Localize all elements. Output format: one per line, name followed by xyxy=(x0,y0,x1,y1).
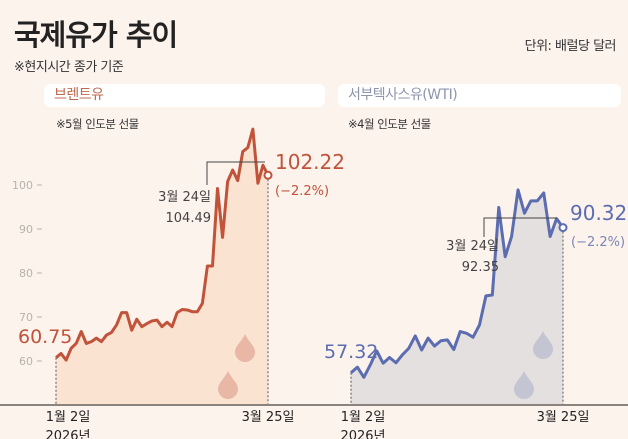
oil-drop-icon xyxy=(235,334,255,362)
brent-subtitle: ※5월 인도분 선물 xyxy=(56,117,139,131)
unit-label: 단위: 배럴당 달러 xyxy=(524,39,617,54)
brent-annotation-value: 104.49 xyxy=(166,211,212,226)
wti-end-change: (−2.2%) xyxy=(571,235,625,250)
y-tick-label: 80 xyxy=(19,267,33,280)
wti-subtitle: ※4월 인도분 선물 xyxy=(348,117,431,131)
brent-end-marker xyxy=(263,170,273,180)
brent-start-value: 60.75 xyxy=(18,326,72,348)
wti-area-fill xyxy=(351,189,563,405)
wti-price-line xyxy=(350,188,565,379)
brent-annotation-leader xyxy=(206,161,265,185)
brent-end-change: (−2.2%) xyxy=(275,184,329,199)
y-tick-label: 70 xyxy=(19,311,33,324)
y-tick-label: 60 xyxy=(19,355,33,368)
brent-annotation-date: 3월 24일 xyxy=(158,190,211,205)
wti-end-value: 90.32 xyxy=(570,201,627,225)
wti-x-start-label: 1월 2일 xyxy=(341,410,386,425)
wti-annotation-date: 3월 24일 xyxy=(446,239,499,254)
oil-drop-icon xyxy=(514,371,534,399)
page-title: 국제유가 추이 xyxy=(14,18,178,52)
y-tick-label: 100 xyxy=(12,179,33,192)
oil-drop-icon xyxy=(533,331,553,359)
brent-x-end-label: 3월 25일 xyxy=(242,410,295,425)
brent-end-value: 102.22 xyxy=(275,150,345,174)
oil-drop-icon xyxy=(218,371,238,399)
brent-area-fill xyxy=(56,129,268,405)
wti-chart-title: 서부텍사스유(WTI) xyxy=(338,84,621,107)
y-tick-label: 90 xyxy=(19,223,33,236)
brent-chart-title: 브렌트유 xyxy=(44,84,325,107)
basis-note: ※현지시간 종가 기준 xyxy=(14,60,124,75)
wti-annotation-value: 92.35 xyxy=(462,260,499,275)
wti-start-value: 57.32 xyxy=(324,341,378,363)
wti-x-end-label: 3월 25일 xyxy=(537,410,590,425)
brent-x-start-label: 1월 2일 xyxy=(46,410,91,425)
brent-x-start-year: 2026년 xyxy=(45,429,90,439)
wti-end-marker xyxy=(558,223,568,233)
wti-x-start-year: 2026년 xyxy=(340,429,385,439)
wti-annotation-leader xyxy=(483,217,557,237)
